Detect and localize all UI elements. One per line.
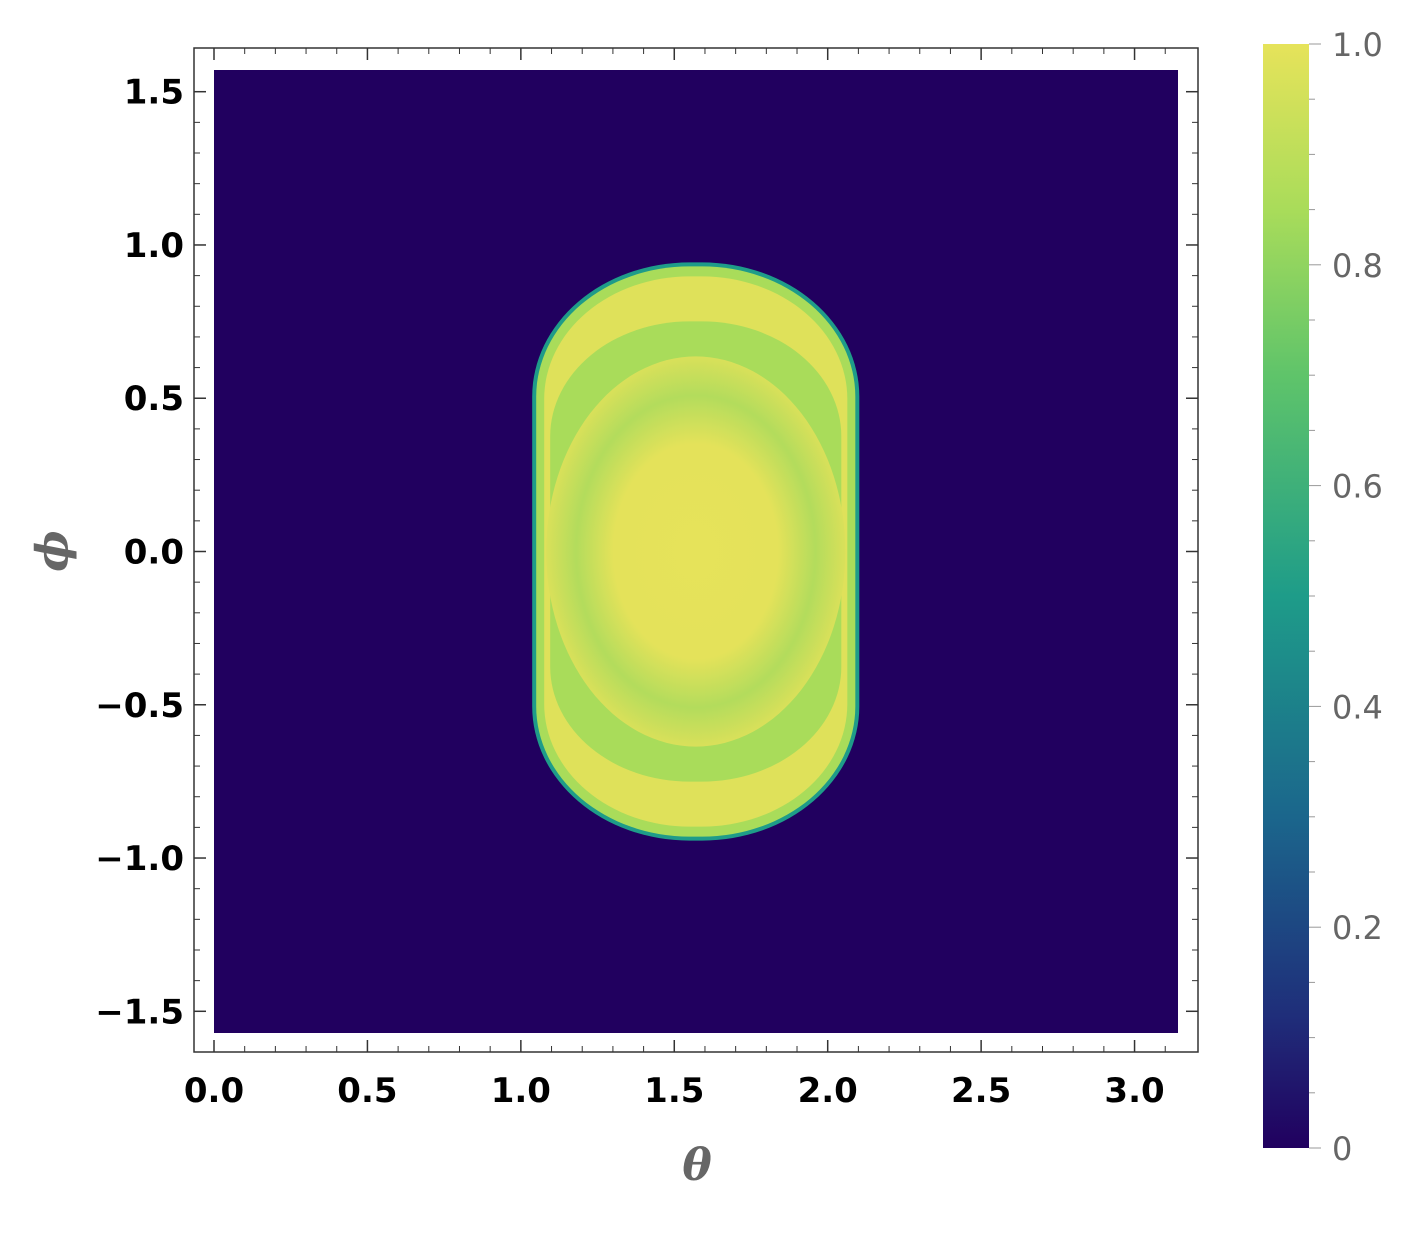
colorbar-tick-label: 0.2 (1332, 909, 1383, 947)
plot-frame (193, 47, 1199, 1053)
colorbar-tick-label: 0.6 (1332, 468, 1383, 506)
colorbar-ticks: 0 0.2 0.4 0.6 0.8 1.0 (1309, 26, 1383, 1168)
colorbar-tick-label: 0.4 (1332, 688, 1383, 726)
y-tick-label: 1.0 (124, 226, 184, 266)
colorbar-tick-label: 0.8 (1332, 247, 1383, 285)
heatmap-region (532, 262, 860, 841)
y-tick-label: −1.0 (95, 839, 184, 879)
y-tick-label: 0.0 (124, 533, 184, 573)
y-tick-label: −0.5 (95, 686, 184, 726)
axis-ticks (194, 48, 1198, 1052)
region-core (546, 356, 846, 747)
colorbar (1263, 44, 1309, 1148)
x-tick-label: 1.5 (644, 1071, 704, 1111)
x-axis-title: θ (682, 1140, 712, 1191)
y-tick-labels: 1.5 1.0 0.5 0.0 −0.5 −1.0 −1.5 (95, 73, 184, 1033)
x-tick-label: 2.0 (798, 1071, 858, 1111)
y-tick-label: −1.5 (95, 992, 184, 1032)
y-axis-title: ϕ (28, 530, 79, 571)
y-tick-label: 1.5 (124, 73, 184, 113)
x-tick-label: 0.0 (184, 1071, 244, 1111)
colorbar-tick-label: 0 (1332, 1130, 1352, 1168)
x-tick-labels: 0.0 0.5 1.0 1.5 2.0 2.5 3.0 (184, 1071, 1165, 1111)
x-tick-label: 3.0 (1104, 1071, 1164, 1111)
x-tick-label: 2.5 (951, 1071, 1011, 1111)
x-tick-label: 0.5 (337, 1071, 397, 1111)
y-tick-label: 0.5 (124, 379, 184, 419)
x-tick-label: 1.0 (491, 1071, 551, 1111)
colorbar-tick-label: 1.0 (1332, 26, 1383, 64)
